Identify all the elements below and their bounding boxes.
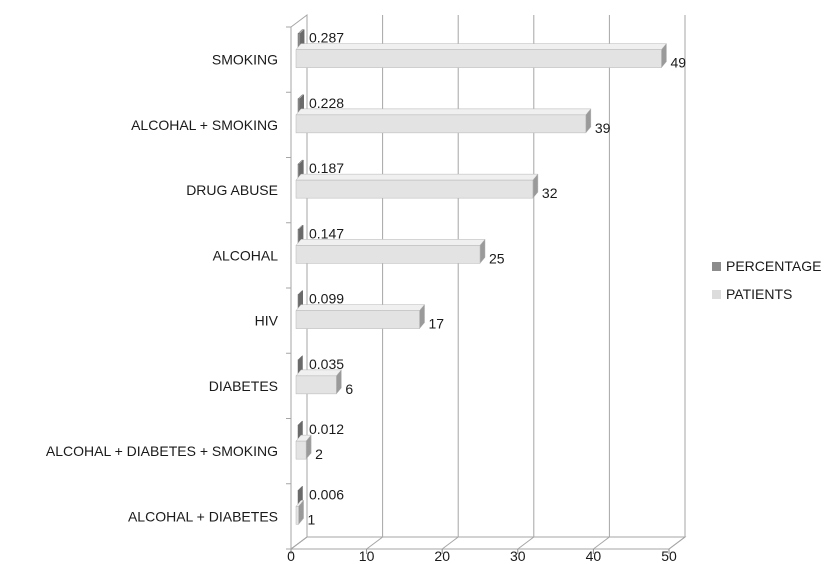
data-label-percentage: 0.147 bbox=[309, 225, 344, 241]
bar-patients bbox=[295, 434, 312, 460]
data-label-patients: 25 bbox=[489, 250, 505, 266]
bar-patients bbox=[295, 303, 426, 330]
data-label-percentage: 0.006 bbox=[309, 486, 344, 502]
bar-patients bbox=[295, 238, 486, 265]
gridline-floor bbox=[517, 536, 535, 550]
bar-patients bbox=[295, 369, 342, 395]
data-label-percentage: 0.287 bbox=[309, 30, 344, 46]
data-label-percentage: 0.187 bbox=[309, 160, 344, 176]
gridline-floor bbox=[441, 536, 459, 550]
data-label-patients: 6 bbox=[345, 381, 353, 397]
category-label: ALCOHAL bbox=[213, 247, 279, 263]
gridlines bbox=[286, 15, 686, 554]
category-label: ALCOHAL + SMOKING bbox=[131, 117, 278, 133]
category-label: DIABETES bbox=[209, 378, 278, 394]
data-label-patients: 32 bbox=[542, 185, 558, 201]
bar-patients bbox=[295, 42, 667, 69]
x-tick-label: 10 bbox=[359, 548, 375, 564]
legend-item: PERCENTAGE bbox=[712, 258, 821, 274]
data-label-patients: 39 bbox=[595, 120, 611, 136]
bars bbox=[295, 29, 667, 526]
bar-patients bbox=[295, 499, 305, 526]
category-label: DRUG ABUSE bbox=[186, 182, 278, 198]
x-tick-label: 20 bbox=[434, 548, 450, 564]
side-wall bbox=[290, 14, 308, 550]
x-tick-labels: 0 10 20 30 40 50 bbox=[287, 548, 677, 564]
legend-label: PATIENTS bbox=[726, 286, 792, 302]
data-labels: 0.287 49 0.228 39 0.187 32 0.147 25 0.099 17 0.035… bbox=[308, 30, 687, 528]
category-label: ALCOHAL + DIABETES bbox=[128, 508, 278, 524]
gridline-floor bbox=[366, 536, 383, 550]
gridline-floor bbox=[290, 536, 308, 550]
data-label-patients: 49 bbox=[670, 55, 686, 71]
gridline-floor bbox=[593, 536, 610, 550]
data-label-percentage: 0.035 bbox=[309, 356, 344, 372]
legend-swatch bbox=[712, 290, 721, 299]
data-label-patients: 1 bbox=[308, 511, 316, 527]
data-label-percentage: 0.228 bbox=[309, 95, 344, 111]
data-label-patients: 2 bbox=[315, 446, 323, 462]
data-label-percentage: 0.012 bbox=[309, 421, 344, 437]
bar-patients bbox=[295, 108, 592, 134]
category-label: ALCOHAL + DIABETES + SMOKING bbox=[46, 443, 278, 459]
legend: PERCENTAGE PATIENTS bbox=[712, 258, 821, 302]
x-tick-label: 50 bbox=[661, 548, 677, 564]
x-tick-label: 0 bbox=[287, 548, 295, 564]
data-label-patients: 17 bbox=[429, 316, 445, 332]
legend-label: PERCENTAGE bbox=[726, 258, 821, 274]
x-tick-label: 40 bbox=[586, 548, 602, 564]
floor bbox=[289, 536, 687, 550]
chart-walls bbox=[289, 14, 687, 550]
legend-item: PATIENTS bbox=[712, 286, 792, 302]
data-label-percentage: 0.099 bbox=[309, 291, 344, 307]
category-label: SMOKING bbox=[212, 52, 278, 68]
x-tick-label: 30 bbox=[510, 548, 526, 564]
bar-patients bbox=[295, 173, 539, 199]
category-labels: SMOKING ALCOHAL + SMOKING DRUG ABUSE ALCOHA… bbox=[46, 52, 279, 525]
legend-swatch bbox=[712, 262, 721, 271]
category-label: HIV bbox=[255, 313, 279, 329]
gridline-floor bbox=[668, 536, 686, 550]
